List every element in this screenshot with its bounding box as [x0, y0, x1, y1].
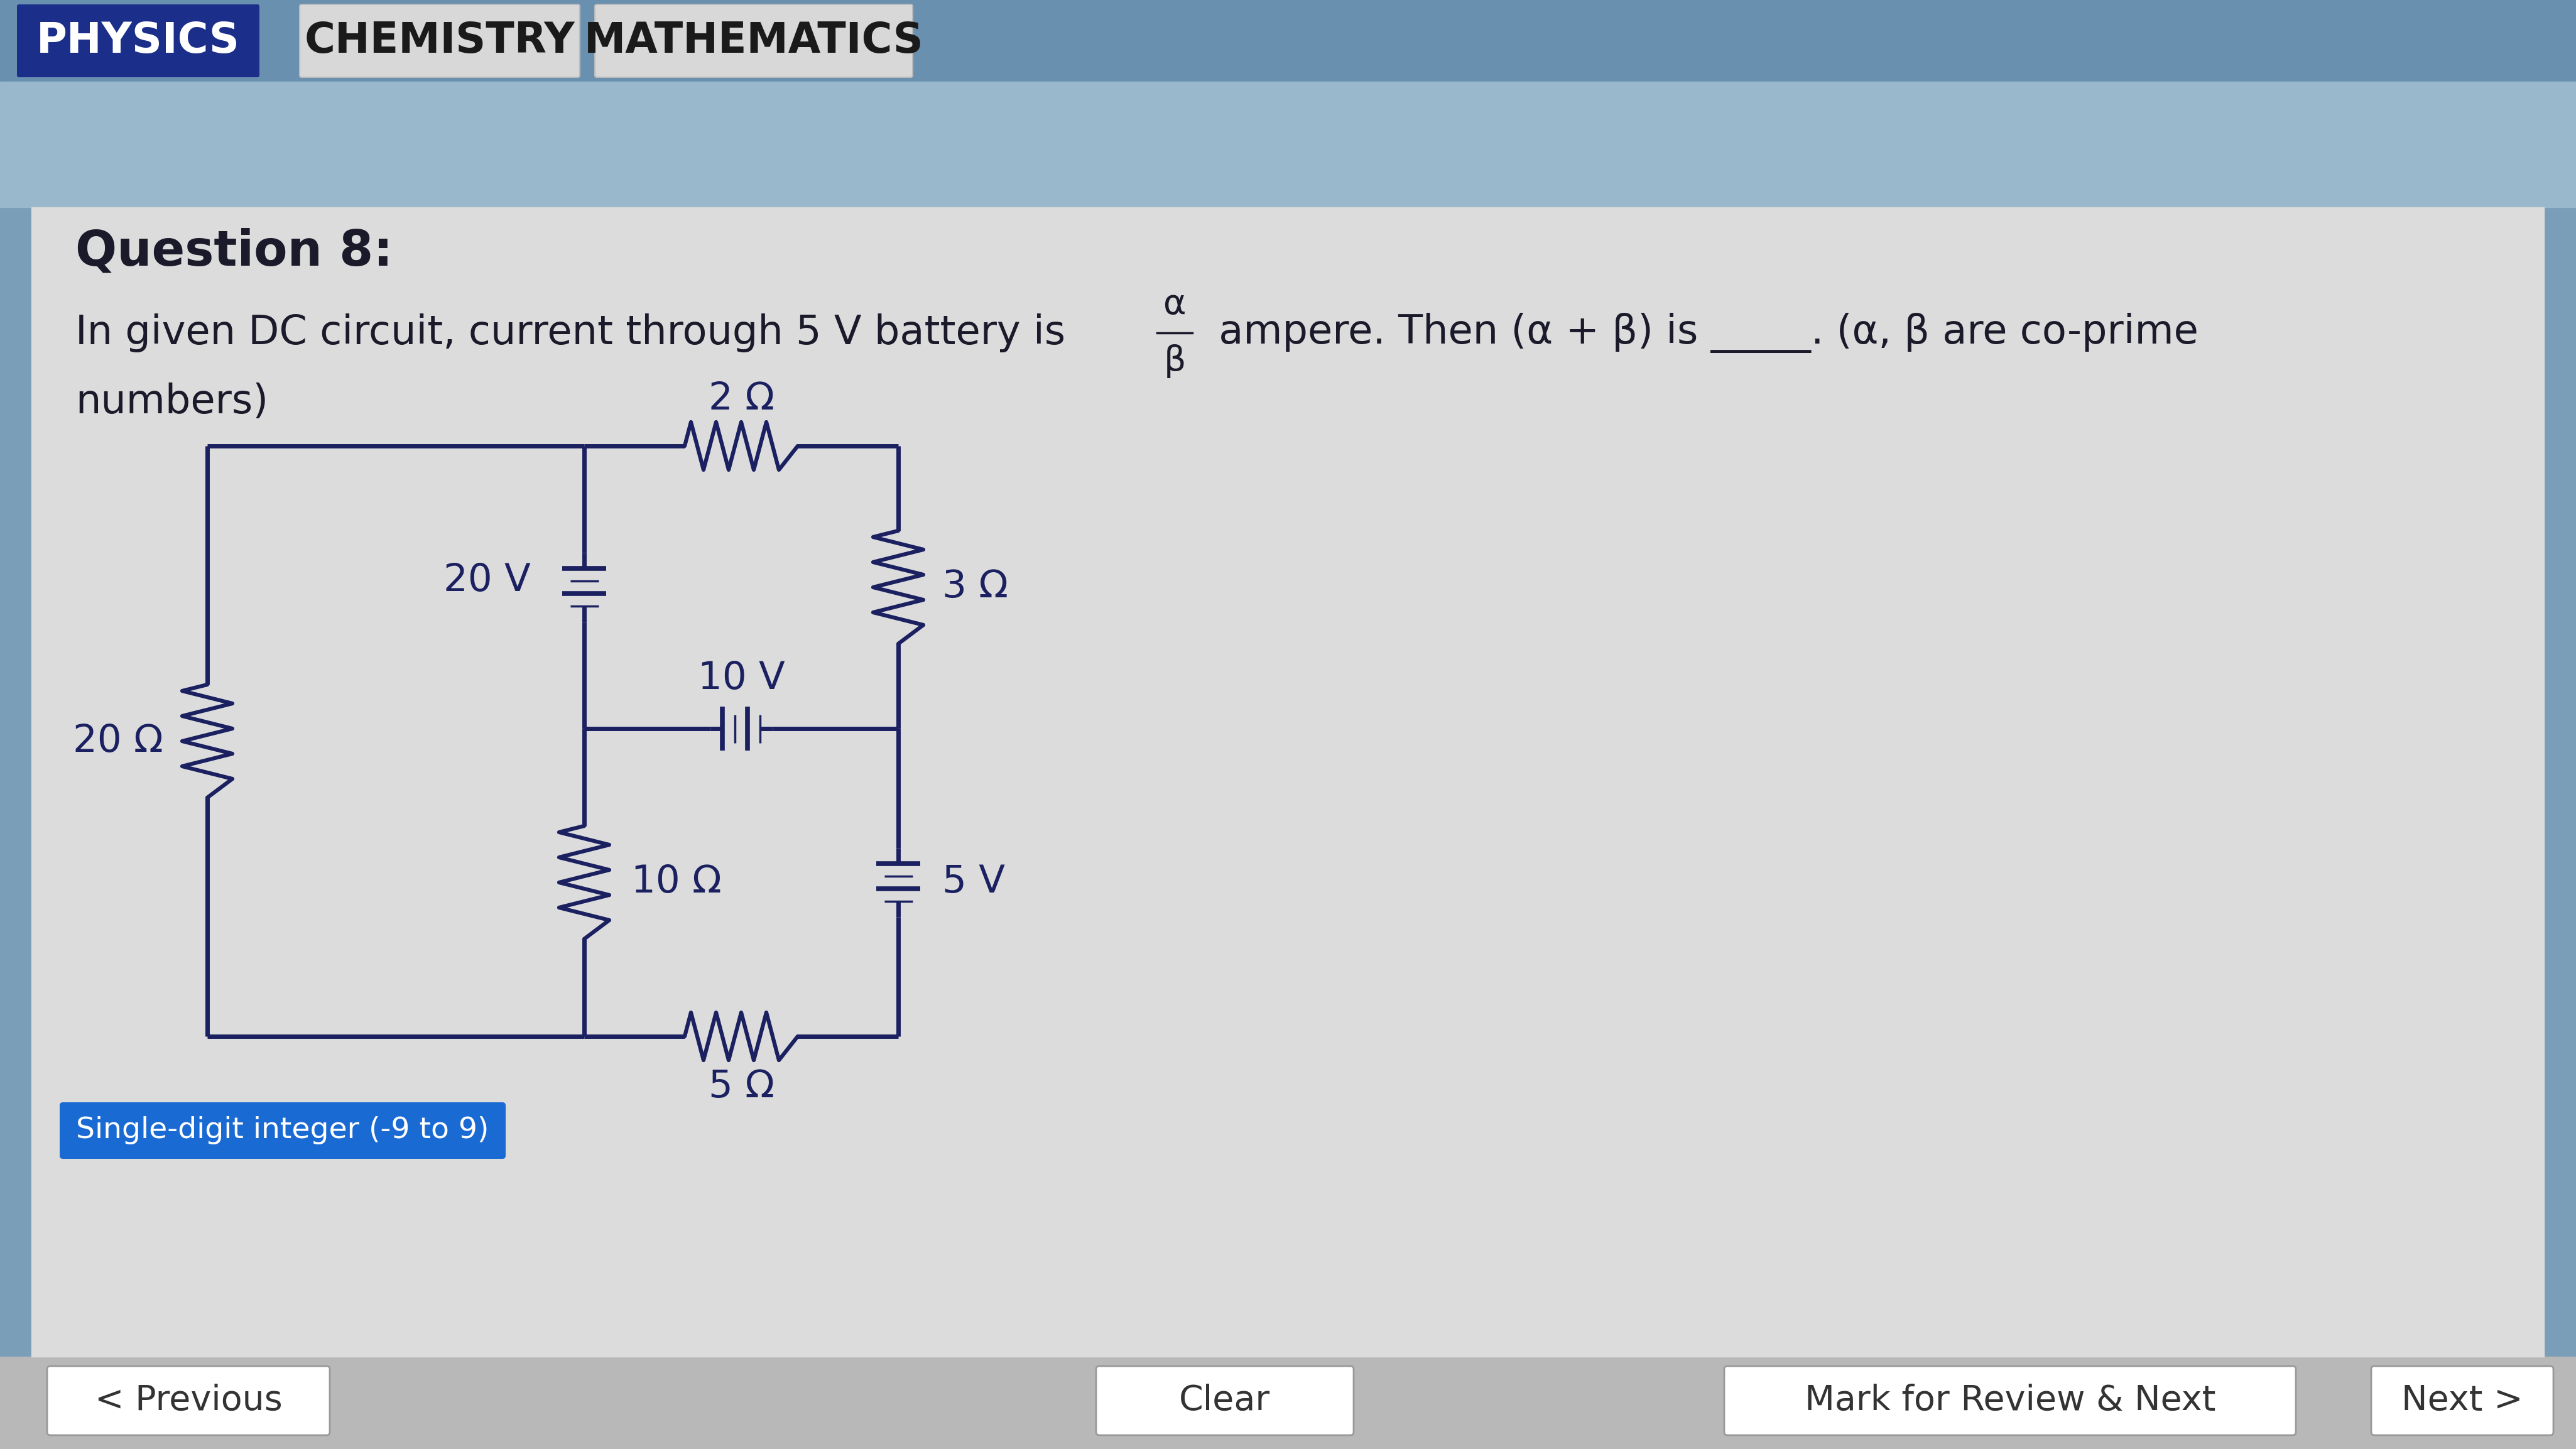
Text: CHEMISTRY: CHEMISTRY [304, 20, 574, 61]
Text: numbers): numbers) [75, 383, 268, 422]
Text: Clear: Clear [1180, 1384, 1270, 1417]
FancyBboxPatch shape [1723, 1366, 2295, 1435]
Text: Question 8:: Question 8: [75, 227, 394, 275]
Text: In given DC circuit, current through 5 V battery is: In given DC circuit, current through 5 V… [75, 313, 1079, 352]
FancyBboxPatch shape [46, 1366, 330, 1435]
FancyBboxPatch shape [299, 4, 580, 77]
Text: 5 Ω: 5 Ω [708, 1068, 775, 1106]
Text: Next >: Next > [2401, 1384, 2522, 1417]
Text: ampere. Then (α + β) is _____. (α, β are co-prime: ampere. Then (α + β) is _____. (α, β are… [1206, 313, 2197, 354]
Text: 5 V: 5 V [943, 864, 1005, 901]
Text: < Previous: < Previous [95, 1384, 283, 1417]
Bar [0, 81, 2576, 207]
Text: 10 V: 10 V [698, 659, 786, 697]
FancyBboxPatch shape [595, 4, 912, 77]
Text: MATHEMATICS: MATHEMATICS [585, 20, 925, 61]
Text: α: α [1164, 288, 1185, 322]
Text: 20 V: 20 V [443, 562, 531, 600]
FancyBboxPatch shape [2372, 1366, 2553, 1435]
FancyBboxPatch shape [18, 4, 260, 77]
Text: 2 Ω: 2 Ω [708, 380, 775, 417]
FancyBboxPatch shape [1097, 1366, 1352, 1435]
FancyBboxPatch shape [59, 1103, 505, 1159]
Text: β: β [1164, 345, 1185, 378]
Bar [0, 1356, 2576, 1449]
Text: 10 Ω: 10 Ω [631, 864, 721, 901]
Text: Mark for Review & Next: Mark for Review & Next [1803, 1384, 2215, 1417]
Bar [0, 0, 2576, 81]
Bar [31, 207, 2545, 1356]
Text: PHYSICS: PHYSICS [36, 20, 240, 61]
Text: 3 Ω: 3 Ω [943, 569, 1007, 606]
Text: 20 Ω: 20 Ω [72, 723, 162, 759]
Text: Single-digit integer (-9 to 9): Single-digit integer (-9 to 9) [77, 1116, 489, 1145]
